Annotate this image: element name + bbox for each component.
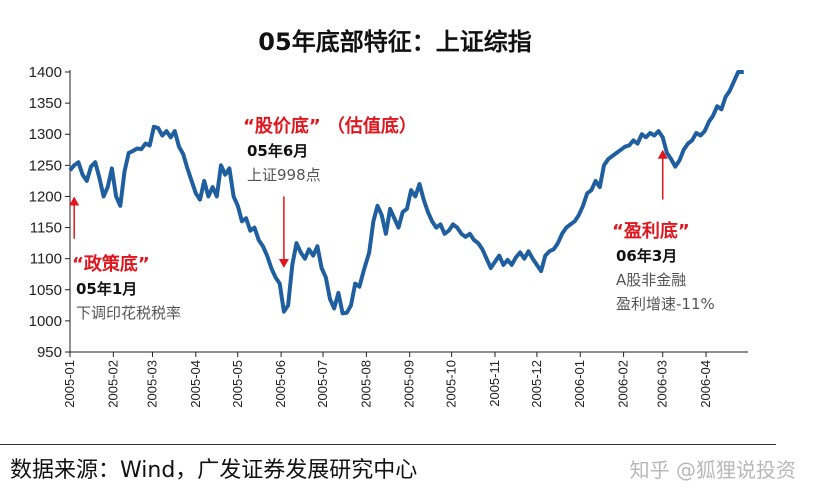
- watermark: 知乎 @狐狸说投资: [629, 458, 796, 482]
- annotation-date: 05年1月: [76, 280, 137, 298]
- x-tick-label: 2005-12: [529, 360, 544, 408]
- annotation-note: 上证998点: [247, 166, 321, 184]
- x-tick-label: 2005-11: [487, 360, 502, 407]
- x-tick-label: 2005-08: [358, 360, 373, 408]
- annotation-date: 05年6月: [247, 142, 308, 160]
- source-note: 数据来源：Wind，广发证券发展研究中心: [10, 458, 418, 483]
- y-tick-label: 1350: [29, 95, 62, 112]
- y-tick-label: 1250: [29, 157, 62, 174]
- x-tick-label: 2006-02: [616, 360, 631, 408]
- chart-series: [68, 70, 744, 316]
- y-tick-label: 950: [37, 344, 62, 361]
- y-tick-label: 1000: [29, 313, 62, 330]
- series-line: [68, 70, 744, 316]
- x-tick-label: 2005-09: [402, 360, 417, 408]
- x-tick-label: 2005-05: [230, 360, 245, 408]
- annotation-label: “政策底”: [72, 253, 150, 275]
- chart-title: 05年底部特征：上证综指: [258, 28, 531, 56]
- annotation-arrowhead: [657, 149, 668, 159]
- annotation-label: “股价底” （估值底）: [243, 115, 417, 137]
- annotation-label: “盈利底”: [612, 220, 690, 242]
- x-tick-label: 2005-06: [273, 360, 288, 408]
- x-tick-label: 2005-02: [105, 360, 120, 408]
- annotation-arrowhead: [69, 196, 80, 206]
- annotation-date: 06年3月: [616, 247, 677, 265]
- footer-divider: [0, 444, 776, 445]
- x-tick-label: 2005-01: [62, 360, 77, 408]
- annotation-arrowhead: [278, 259, 289, 268]
- y-tick-label: 1300: [29, 126, 62, 143]
- x-tick-label: 2005-10: [444, 360, 459, 408]
- x-tick-label: 2006-01: [572, 360, 587, 408]
- chart-axes: 950 1000 1050 1100 1150 1200 1250 1300 1350 1400 2…: [29, 64, 748, 408]
- annotation-note: 下调印花税税率: [76, 304, 181, 322]
- x-tick-label: 2005-04: [188, 360, 203, 408]
- y-tick-label: 1200: [29, 188, 62, 205]
- y-tick-label: 1050: [29, 282, 62, 299]
- annotation-note: A股非金融: [616, 271, 686, 289]
- x-tick-label: 2006-04: [698, 360, 713, 408]
- y-tick-label: 1400: [29, 64, 62, 81]
- y-tick-label: 1150: [30, 220, 62, 237]
- x-tick-label: 2006-03: [655, 360, 670, 408]
- x-tick-label: 2005-07: [315, 360, 330, 408]
- annotation-note: 盈利增速-11%: [616, 295, 715, 313]
- y-tick-label: 1100: [30, 251, 62, 268]
- x-tick-label: 2005-03: [144, 360, 159, 408]
